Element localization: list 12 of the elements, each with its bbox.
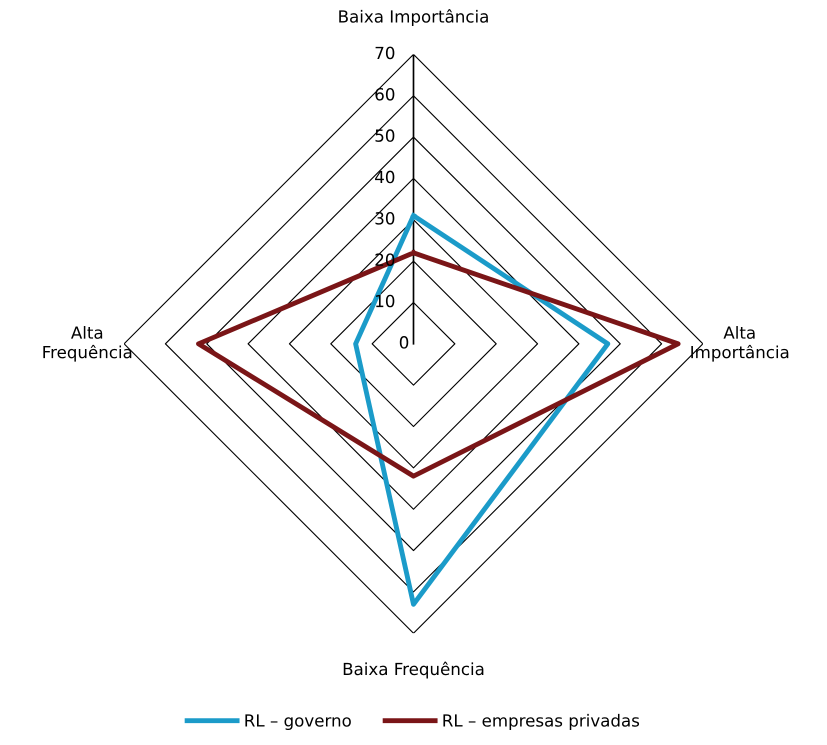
y-tick-label: 70: [376, 46, 394, 60]
spoke-label: Baixa Frequência: [344, 662, 484, 678]
y-tick-label: 40: [375, 170, 394, 184]
spoke-label: Alta Frequência: [43, 326, 132, 362]
legend-label: RL – empresas privadas: [443, 714, 640, 730]
y-tick-label: 30: [376, 212, 394, 225]
legend-label: RL – governo: [245, 714, 351, 730]
y-tick-label: 0: [400, 336, 408, 349]
y-tick-label: 60: [375, 88, 394, 101]
y-tick-label: 50: [376, 129, 394, 142]
spoke-label: Baixa Importância: [339, 9, 488, 26]
spoke-label: Alta Importância: [691, 326, 788, 362]
